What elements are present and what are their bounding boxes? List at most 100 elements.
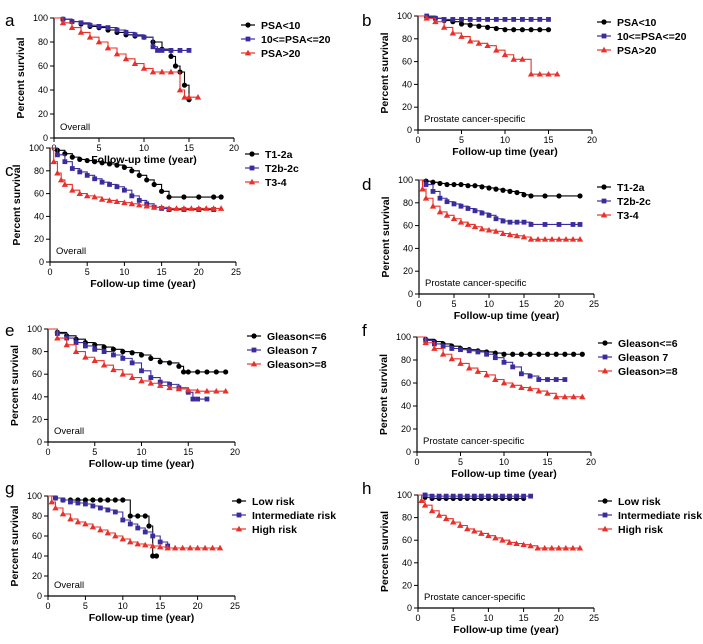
panel-letter: f — [362, 321, 367, 340]
x-tick-label: 15 — [543, 135, 553, 145]
legend-label: High risk — [252, 524, 297, 536]
data-point — [472, 208, 478, 214]
y-tick-label: 0 — [37, 591, 42, 601]
data-point — [75, 500, 81, 506]
data-point — [443, 493, 449, 499]
data-point — [458, 181, 464, 188]
data-point — [484, 42, 491, 49]
data-point — [518, 384, 525, 390]
data-point — [541, 236, 549, 242]
legend-label: Gleason 7 — [267, 345, 317, 357]
data-point — [68, 499, 73, 505]
data-point — [203, 205, 210, 211]
data-point — [479, 210, 485, 216]
data-point — [141, 34, 147, 40]
data-point — [466, 364, 473, 371]
panel-note: Prostate cancer-specific — [423, 436, 525, 447]
data-point — [55, 152, 60, 158]
data-point — [128, 200, 136, 207]
data-point — [127, 513, 133, 519]
legend-label: PSA>20 — [617, 45, 657, 57]
data-point — [561, 393, 569, 400]
data-point — [101, 344, 107, 350]
data-point — [485, 226, 493, 233]
panel-note: Prostate cancer-specific — [424, 114, 526, 125]
data-point — [213, 369, 219, 375]
data-point — [101, 349, 107, 354]
data-point — [536, 70, 543, 77]
legend-label: Gleason 7 — [618, 352, 668, 364]
y-tick-label: 40 — [402, 558, 412, 568]
data-point — [501, 359, 507, 365]
data-point — [131, 60, 139, 66]
y-tick-label: 0 — [408, 289, 413, 299]
y-tick-label: 60 — [32, 531, 42, 541]
data-point — [478, 225, 486, 232]
x-tick-label: 0 — [415, 135, 420, 145]
data-point — [492, 228, 500, 234]
y-tick-label: 60 — [401, 378, 411, 388]
y-axis-title: Percent survival — [9, 505, 21, 586]
data-point — [464, 493, 470, 499]
data-point — [501, 351, 507, 357]
x-tick-label: 15 — [157, 267, 167, 277]
data-point — [128, 374, 136, 380]
data-point — [135, 525, 141, 531]
data-point — [158, 68, 166, 75]
data-point — [127, 521, 133, 527]
data-point — [86, 34, 94, 40]
data-point — [440, 343, 446, 349]
data-point — [216, 544, 224, 551]
y-tick-label: 40 — [402, 79, 412, 89]
data-point — [142, 513, 148, 519]
legend-label: PSA<10 — [617, 17, 657, 29]
data-point — [83, 343, 88, 349]
data-point — [562, 377, 568, 382]
data-point — [562, 236, 570, 242]
y-tick-label: 100 — [397, 11, 412, 21]
legend-entry: Low risk — [232, 496, 295, 508]
data-point — [486, 493, 491, 499]
y-tick-label: 100 — [396, 332, 411, 342]
panel-letter: h — [362, 479, 371, 498]
panel-note: Overall — [54, 426, 84, 437]
data-point — [185, 94, 193, 100]
legend-marker — [600, 211, 608, 218]
data-point — [439, 351, 447, 357]
series-PSA>20 — [418, 15, 561, 77]
data-point — [173, 205, 180, 211]
data-point — [180, 369, 187, 375]
data-point — [444, 181, 450, 188]
data-point — [569, 236, 577, 242]
x-tick-label: 10 — [139, 143, 149, 153]
data-point — [493, 47, 500, 53]
legend-label: PSA>20 — [261, 48, 301, 60]
data-point — [186, 544, 194, 551]
data-point — [157, 379, 163, 385]
data-point — [172, 63, 179, 69]
data-point — [171, 544, 179, 551]
data-point — [562, 351, 568, 357]
data-point — [571, 351, 577, 357]
data-point — [195, 396, 200, 402]
x-tick-label: 5 — [96, 143, 101, 153]
data-point — [113, 198, 121, 204]
data-point — [500, 218, 506, 224]
data-point — [129, 168, 135, 174]
data-point — [422, 195, 430, 201]
data-point — [54, 169, 61, 176]
x-tick-label: 5 — [83, 601, 88, 611]
data-point — [458, 203, 464, 209]
data-point — [548, 544, 555, 551]
data-point — [48, 498, 55, 505]
data-point — [148, 355, 154, 361]
y-tick-label: 60 — [38, 61, 48, 71]
data-point — [91, 193, 98, 200]
data-point — [544, 351, 551, 357]
data-point — [435, 512, 443, 518]
data-point — [203, 387, 211, 394]
y-axis-title: Percent survival — [380, 196, 392, 277]
data-point — [493, 216, 499, 222]
